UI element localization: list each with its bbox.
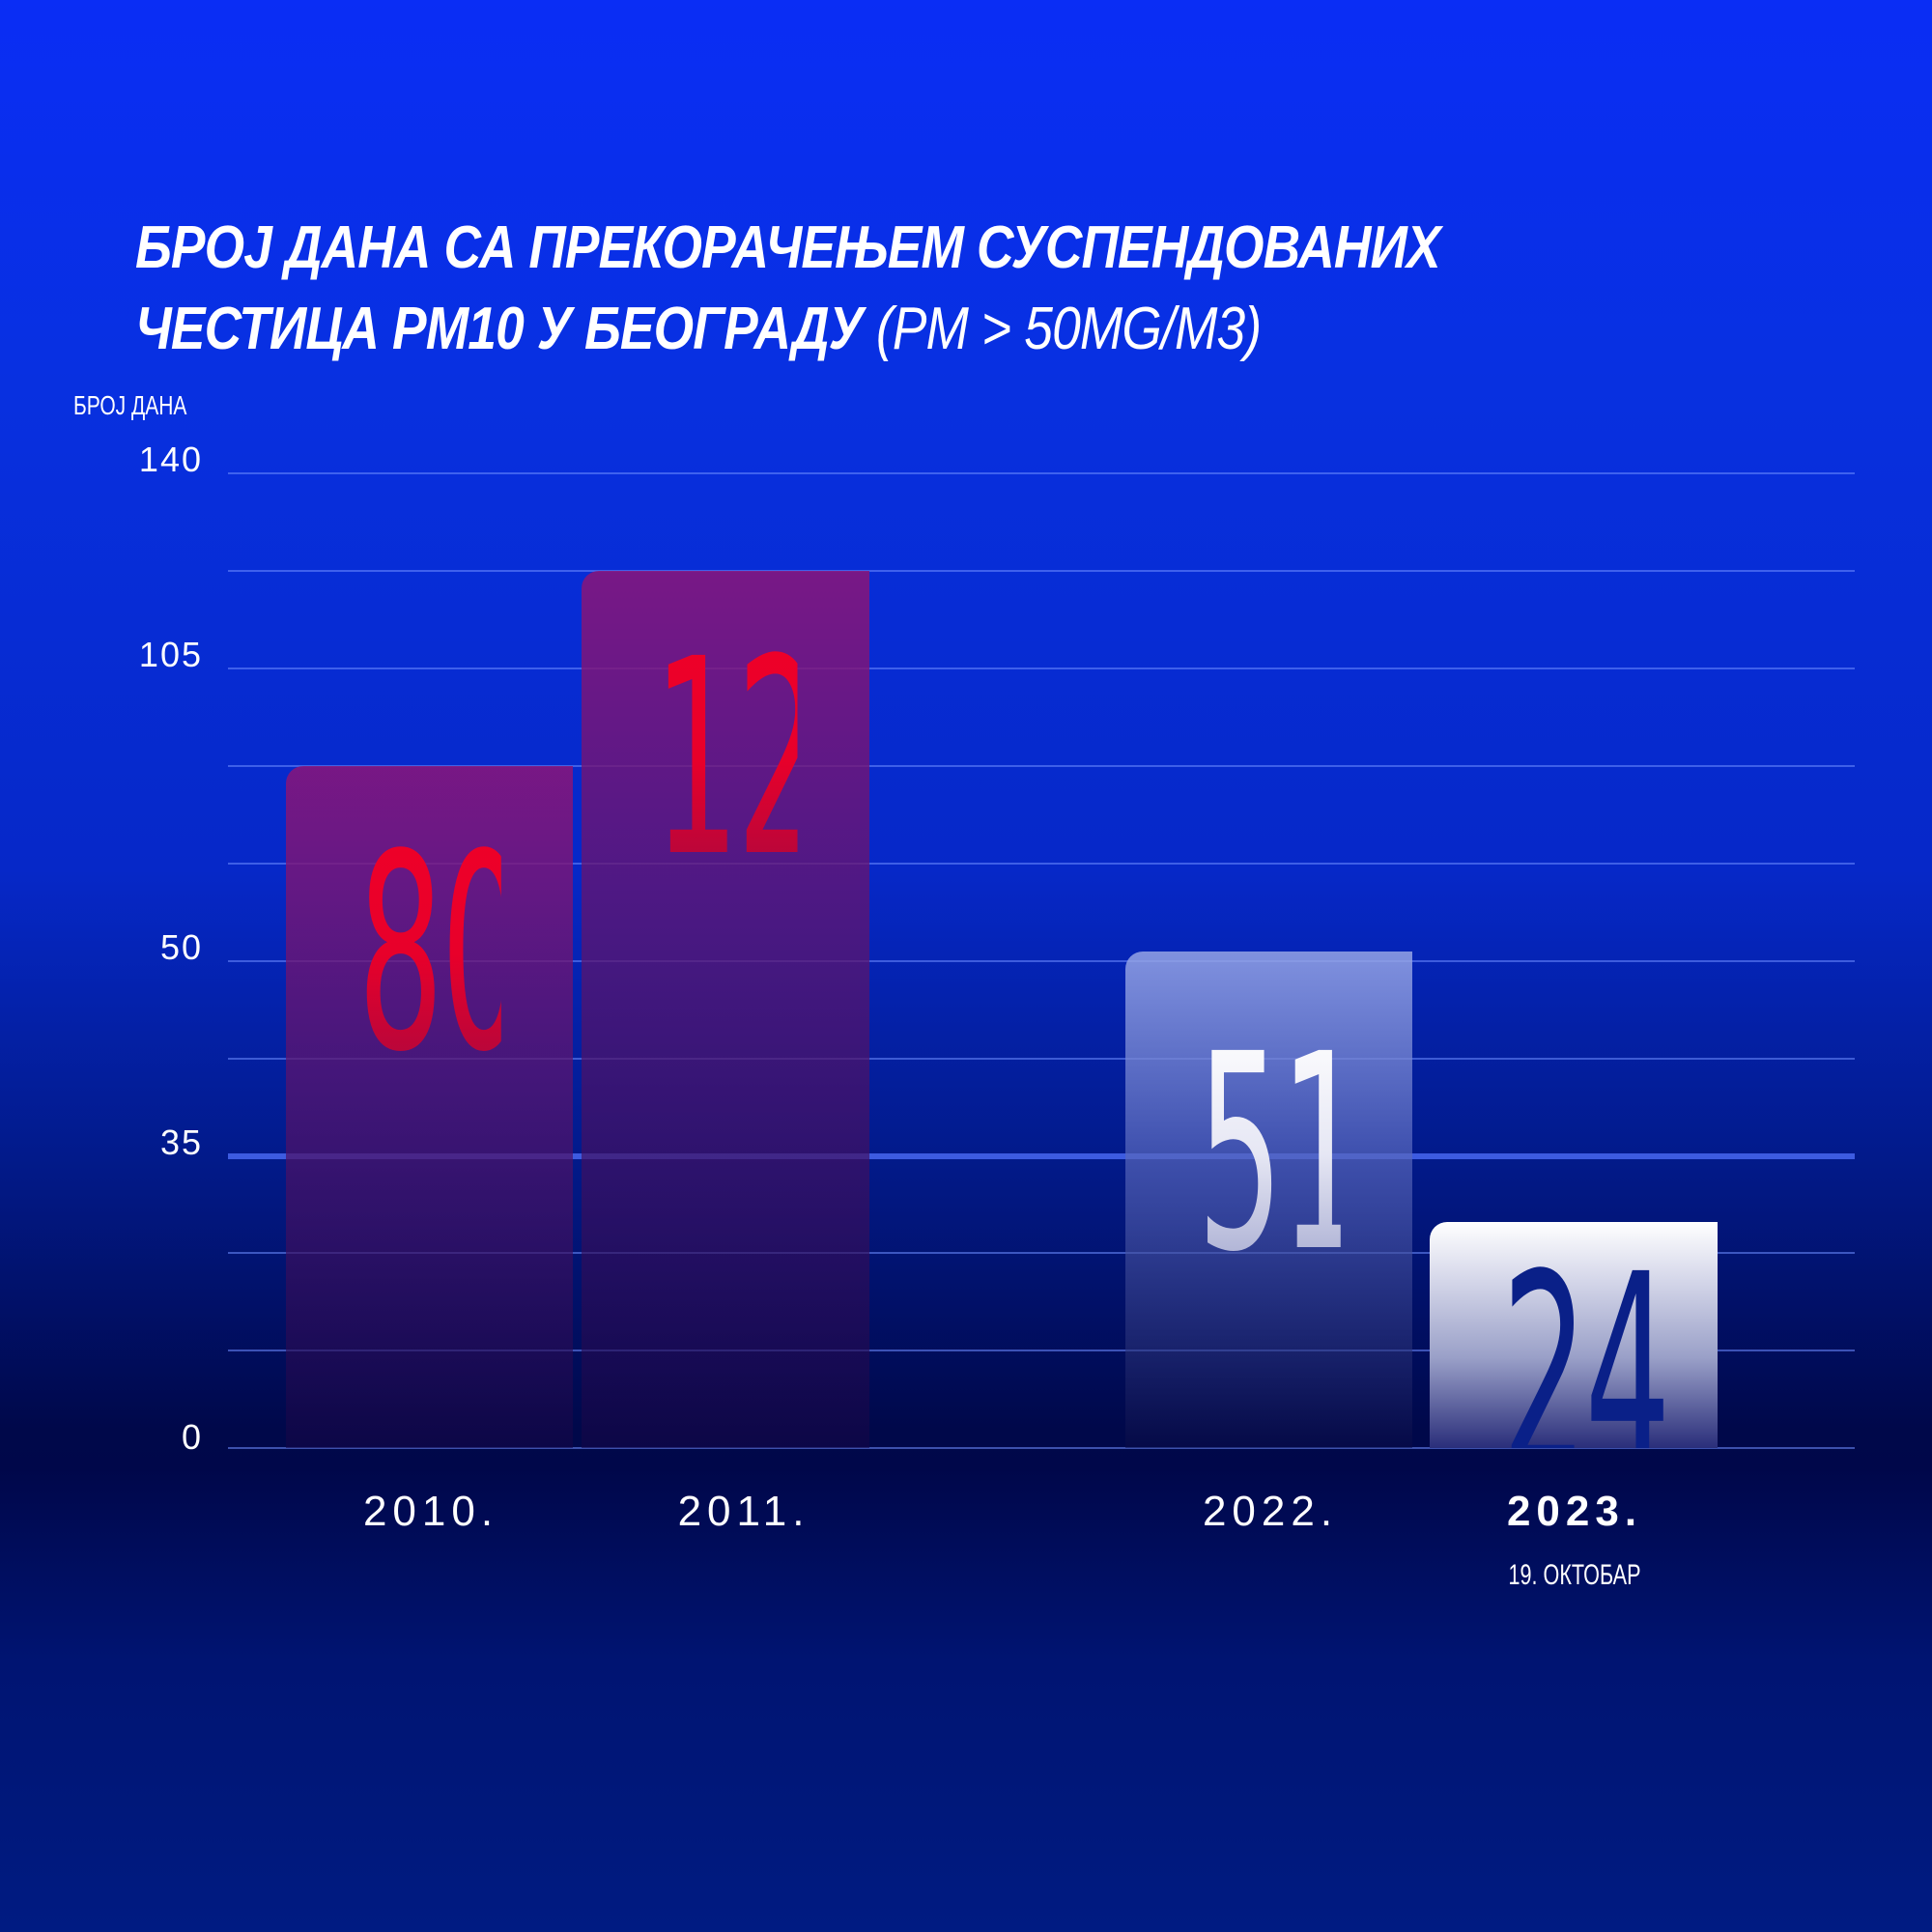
title-line-2: ЧЕСТИЦА PM10 У БЕОГРАДУ (PM > 50MG/M3) <box>135 289 1440 370</box>
gridline <box>228 960 1855 962</box>
y-tick-140: 140 <box>138 440 203 479</box>
bar-2010: 80 <box>286 766 573 1448</box>
x-label-2023: 2023. <box>1506 1488 1643 1535</box>
y-axis-title: БРОЈ ДАНА <box>73 390 187 420</box>
gridline <box>228 668 1855 669</box>
gridline <box>228 1058 1855 1060</box>
bar-value-2010: 80 <box>357 797 526 1112</box>
title-line-2-bold: ЧЕСТИЦА PM10 У БЕОГРАДУ <box>135 296 864 362</box>
gridline <box>228 570 1855 572</box>
gridline <box>228 472 1855 474</box>
bar-2023: 24 <box>1430 1222 1718 1448</box>
x-label-2010: 2010. <box>362 1488 499 1535</box>
gridline <box>228 1350 1855 1351</box>
x-label-2022: 2022. <box>1202 1488 1339 1535</box>
chart-title: БРОЈ ДАНА СА ПРЕКОРАЧЕЊЕМ СУСПЕНДОВАНИХ … <box>135 208 1441 370</box>
gridline <box>228 863 1855 865</box>
y-tick-35: 35 <box>159 1122 203 1162</box>
bar-2011: 122 <box>582 571 869 1448</box>
y-tick-0: 0 <box>181 1417 203 1457</box>
y-tick-105: 105 <box>138 635 203 674</box>
x-label-2011: 2011. <box>677 1488 810 1535</box>
gridline <box>228 765 1855 767</box>
title-line-1: БРОЈ ДАНА СА ПРЕКОРАЧЕЊЕМ СУСПЕНДОВАНИХ <box>135 214 1441 281</box>
threshold-line <box>228 1153 1855 1159</box>
gridline <box>228 1252 1855 1254</box>
bar-value-2023: 24 <box>1501 1222 1671 1448</box>
y-tick-50: 50 <box>159 927 203 967</box>
bar-value-2022: 51 <box>1197 997 1366 1312</box>
x-sublabel-2023-date: 19. ОКТОБАР <box>1508 1559 1641 1591</box>
x-axis-baseline <box>228 1447 1855 1449</box>
bar-2022: 51 <box>1125 952 1412 1448</box>
title-line-2-unit: (PM > 50MG/M3) <box>875 296 1262 362</box>
bar-value-2011: 122 <box>653 602 870 917</box>
